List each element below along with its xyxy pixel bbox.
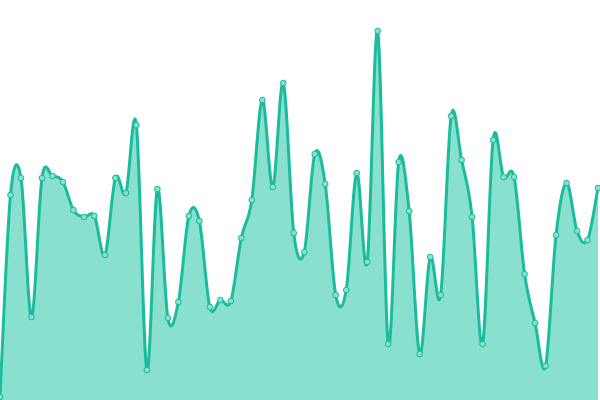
data-point [542, 362, 549, 370]
data-point [28, 313, 35, 321]
data-point [510, 173, 518, 181]
data-point [133, 121, 140, 129]
data-point [321, 180, 329, 188]
data-point [405, 207, 413, 215]
data-point [217, 296, 224, 304]
data-point [258, 96, 266, 104]
data-point [227, 297, 235, 305]
data-point [447, 112, 455, 120]
data-point [374, 27, 381, 35]
data-point [384, 340, 392, 348]
data-point [279, 79, 287, 87]
data-point [112, 174, 119, 182]
data-point [584, 236, 591, 244]
data-point [70, 206, 77, 214]
data-point [175, 298, 182, 306]
data-point [594, 184, 600, 192]
data-point [91, 212, 98, 220]
data-point [0, 393, 4, 400]
data-point [426, 253, 434, 261]
data-point [552, 231, 560, 239]
data-point [342, 286, 350, 294]
data-point [196, 217, 203, 225]
data-point [59, 178, 67, 186]
data-point [206, 303, 214, 311]
data-point [353, 169, 361, 177]
data-point [80, 213, 88, 221]
data-point [489, 136, 497, 144]
data-point [521, 270, 528, 278]
data-point [437, 291, 444, 299]
data-point [7, 191, 14, 199]
data-point [300, 248, 308, 256]
data-point [237, 234, 245, 242]
data-point [143, 366, 151, 374]
data-point [416, 350, 423, 358]
data-point [269, 183, 277, 191]
data-point [164, 314, 172, 322]
data-point [154, 185, 161, 193]
data-point [479, 340, 486, 348]
data-point [122, 189, 130, 197]
series-line [0, 29, 600, 398]
data-point [38, 174, 46, 182]
data-point [311, 150, 319, 158]
data-point [468, 213, 476, 221]
data-point [531, 319, 539, 327]
data-point [185, 212, 193, 220]
data-point [500, 173, 507, 181]
area-fill [0, 30, 598, 400]
data-point [573, 227, 581, 235]
data-points [0, 27, 600, 400]
data-point [49, 172, 56, 180]
data-point [248, 196, 256, 204]
data-point [363, 258, 371, 266]
data-point [332, 291, 340, 299]
data-point [563, 179, 570, 187]
data-point [17, 174, 25, 182]
data-point [290, 229, 298, 237]
data-point [101, 251, 109, 259]
data-point [395, 158, 402, 166]
data-point [458, 156, 465, 164]
